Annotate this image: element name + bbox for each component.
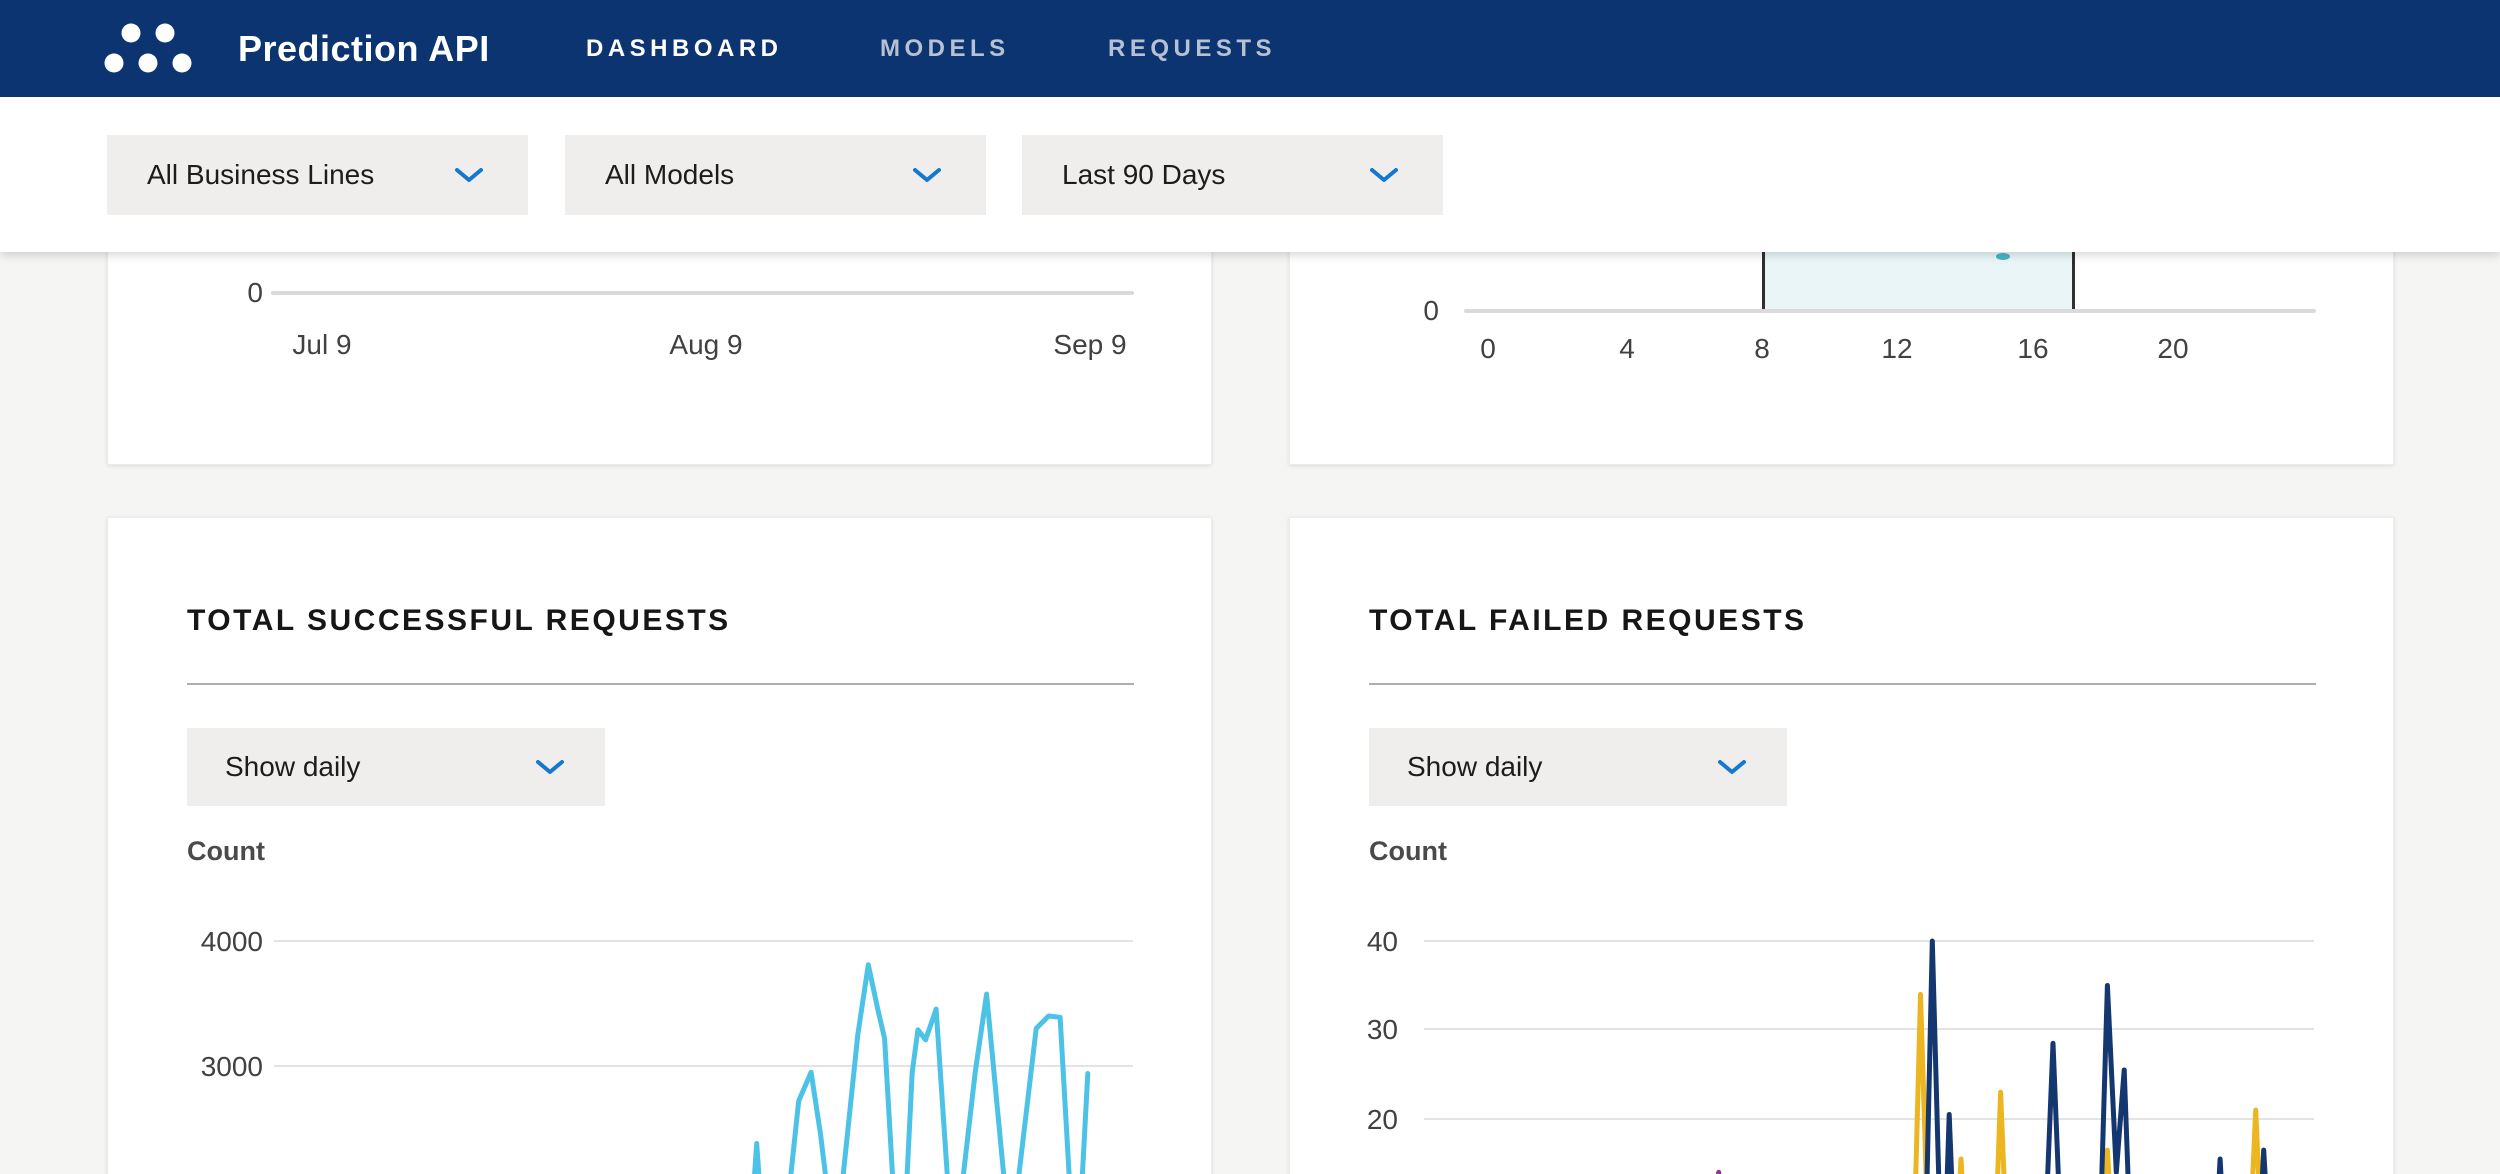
y-axis-tick: 3000: [200, 1051, 263, 1082]
gridline: [274, 940, 1133, 942]
gridline: [1424, 1028, 2314, 1030]
gridline: [1424, 1118, 2314, 1120]
y-axis-tick: 0: [247, 277, 263, 308]
nav-tab-requests[interactable]: REQUESTS: [1108, 35, 1277, 62]
dropdown-value: Show daily: [1407, 751, 1543, 782]
card-title: TOTAL SUCCESSFUL REQUESTS: [187, 604, 731, 637]
failed-requests-line-chart: [1716, 938, 2268, 1174]
divider: [1369, 683, 2316, 685]
divider: [187, 683, 1134, 685]
failed-requests-card: TOTAL FAILED REQUESTS Show daily Count 4…: [1289, 517, 2394, 1174]
gridline: [274, 1065, 1133, 1067]
filter-bar: All Business Lines All Models Last 90 Da…: [0, 97, 2500, 252]
gridline: [1424, 940, 2314, 942]
x-axis-tick: Aug 9: [669, 329, 743, 360]
x-axis-tick: 8: [1754, 333, 1770, 364]
y-axis-tick: 0: [1423, 295, 1439, 326]
granularity-dropdown[interactable]: Show daily: [1369, 728, 1787, 806]
business-line-filter[interactable]: All Business Lines: [107, 135, 528, 215]
model-filter[interactable]: All Models: [565, 135, 986, 215]
granularity-dropdown[interactable]: Show daily: [187, 728, 605, 806]
chevron-down-icon: [535, 759, 605, 776]
brand-logo-icon: [104, 23, 192, 73]
chevron-down-icon: [454, 167, 528, 184]
x-axis-tick: Sep 9: [1053, 329, 1127, 360]
x-axis-tick: 0: [1480, 333, 1496, 364]
x-axis-line: [1464, 309, 2316, 313]
chevron-down-icon: [1369, 167, 1443, 184]
nav-tab-models[interactable]: MODELS: [880, 35, 1010, 62]
y-axis-label: Count: [1369, 836, 1447, 866]
top-navbar: Prediction API DASHBOARD MODELS REQUESTS: [0, 0, 2500, 97]
x-axis-tick: 20: [2157, 333, 2189, 364]
x-axis-line: [271, 291, 1134, 295]
chevron-down-icon: [1717, 759, 1787, 776]
y-axis-label: Count: [187, 836, 265, 866]
brush-marker[interactable]: [1995, 253, 2010, 260]
app-title: Prediction API: [238, 28, 490, 69]
chevron-down-icon: [912, 167, 986, 184]
y-axis-tick: 30: [1366, 1014, 1398, 1045]
successful-requests-card: TOTAL SUCCESSFUL REQUESTS Show daily Cou…: [107, 517, 1212, 1174]
y-axis-tick: 40: [1366, 926, 1398, 957]
dropdown-value: All Models: [605, 159, 735, 190]
nav-tab-dashboard[interactable]: DASHBOARD: [586, 35, 783, 62]
successful-requests-line-chart: [752, 962, 1091, 1174]
dropdown-value: Last 90 Days: [1062, 159, 1226, 190]
dropdown-value: All Business Lines: [147, 159, 375, 190]
x-axis-tick: Jul 9: [292, 329, 352, 360]
y-axis-tick: 20: [1366, 1104, 1398, 1135]
x-axis-tick: 12: [1881, 333, 1913, 364]
dropdown-value: Show daily: [225, 751, 361, 782]
x-axis-tick: 4: [1619, 333, 1635, 364]
x-axis-tick: 16: [2017, 333, 2049, 364]
card-title: TOTAL FAILED REQUESTS: [1369, 604, 1807, 637]
date-range-filter[interactable]: Last 90 Days: [1022, 135, 1443, 215]
y-axis-tick: 4000: [200, 926, 263, 957]
